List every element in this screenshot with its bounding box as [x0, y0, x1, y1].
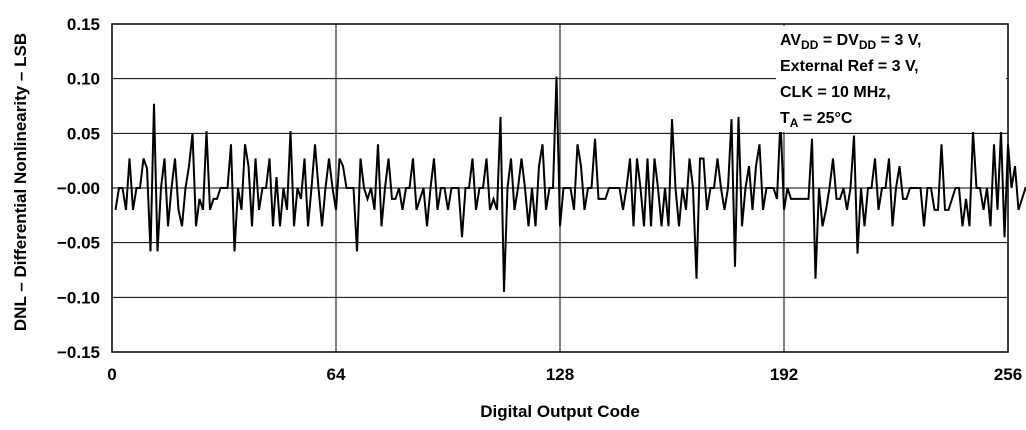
y-tick-label: 0.15 [67, 15, 100, 34]
dnl-series-line [114, 76, 1026, 292]
y-axis-ticks: 0.15 0.10 0.05 −0.00 −0.05 −0.10 −0.15 [57, 15, 100, 362]
x-tick-label: 64 [327, 365, 346, 384]
x-tick-label: 128 [546, 365, 574, 384]
y-tick-label: 0.10 [67, 70, 100, 89]
annotation-line: AVDD = DVDD = 3 V, [780, 32, 921, 52]
x-axis-ticks: 0 64 128 192 256 [107, 365, 1022, 384]
x-tick-label: 0 [107, 365, 116, 384]
x-tick-label: 192 [770, 365, 798, 384]
plot-frame [111, 23, 1009, 353]
y-tick-label: −0.10 [57, 288, 100, 307]
annotation-line: External Ref = 3 V, [780, 58, 919, 75]
conditions-annotation: AVDD = DVDD = 3 V, External Ref = 3 V, CLK… [776, 26, 1006, 132]
annotation-background [776, 26, 1006, 132]
y-axis-title: DNL – Differential Nonlinearity – LSB [11, 33, 30, 331]
y-tick-label: −0.00 [57, 179, 100, 198]
y-tick-label: 0.05 [67, 124, 100, 143]
x-axis-title: Digital Output Code [480, 402, 640, 421]
annotation-line: TA = 25°C [780, 110, 853, 130]
x-tick-label: 256 [994, 365, 1022, 384]
y-tick-label: −0.15 [57, 343, 100, 362]
y-tick-label: −0.05 [57, 234, 100, 253]
annotation-line: CLK = 10 MHz, [780, 84, 891, 101]
